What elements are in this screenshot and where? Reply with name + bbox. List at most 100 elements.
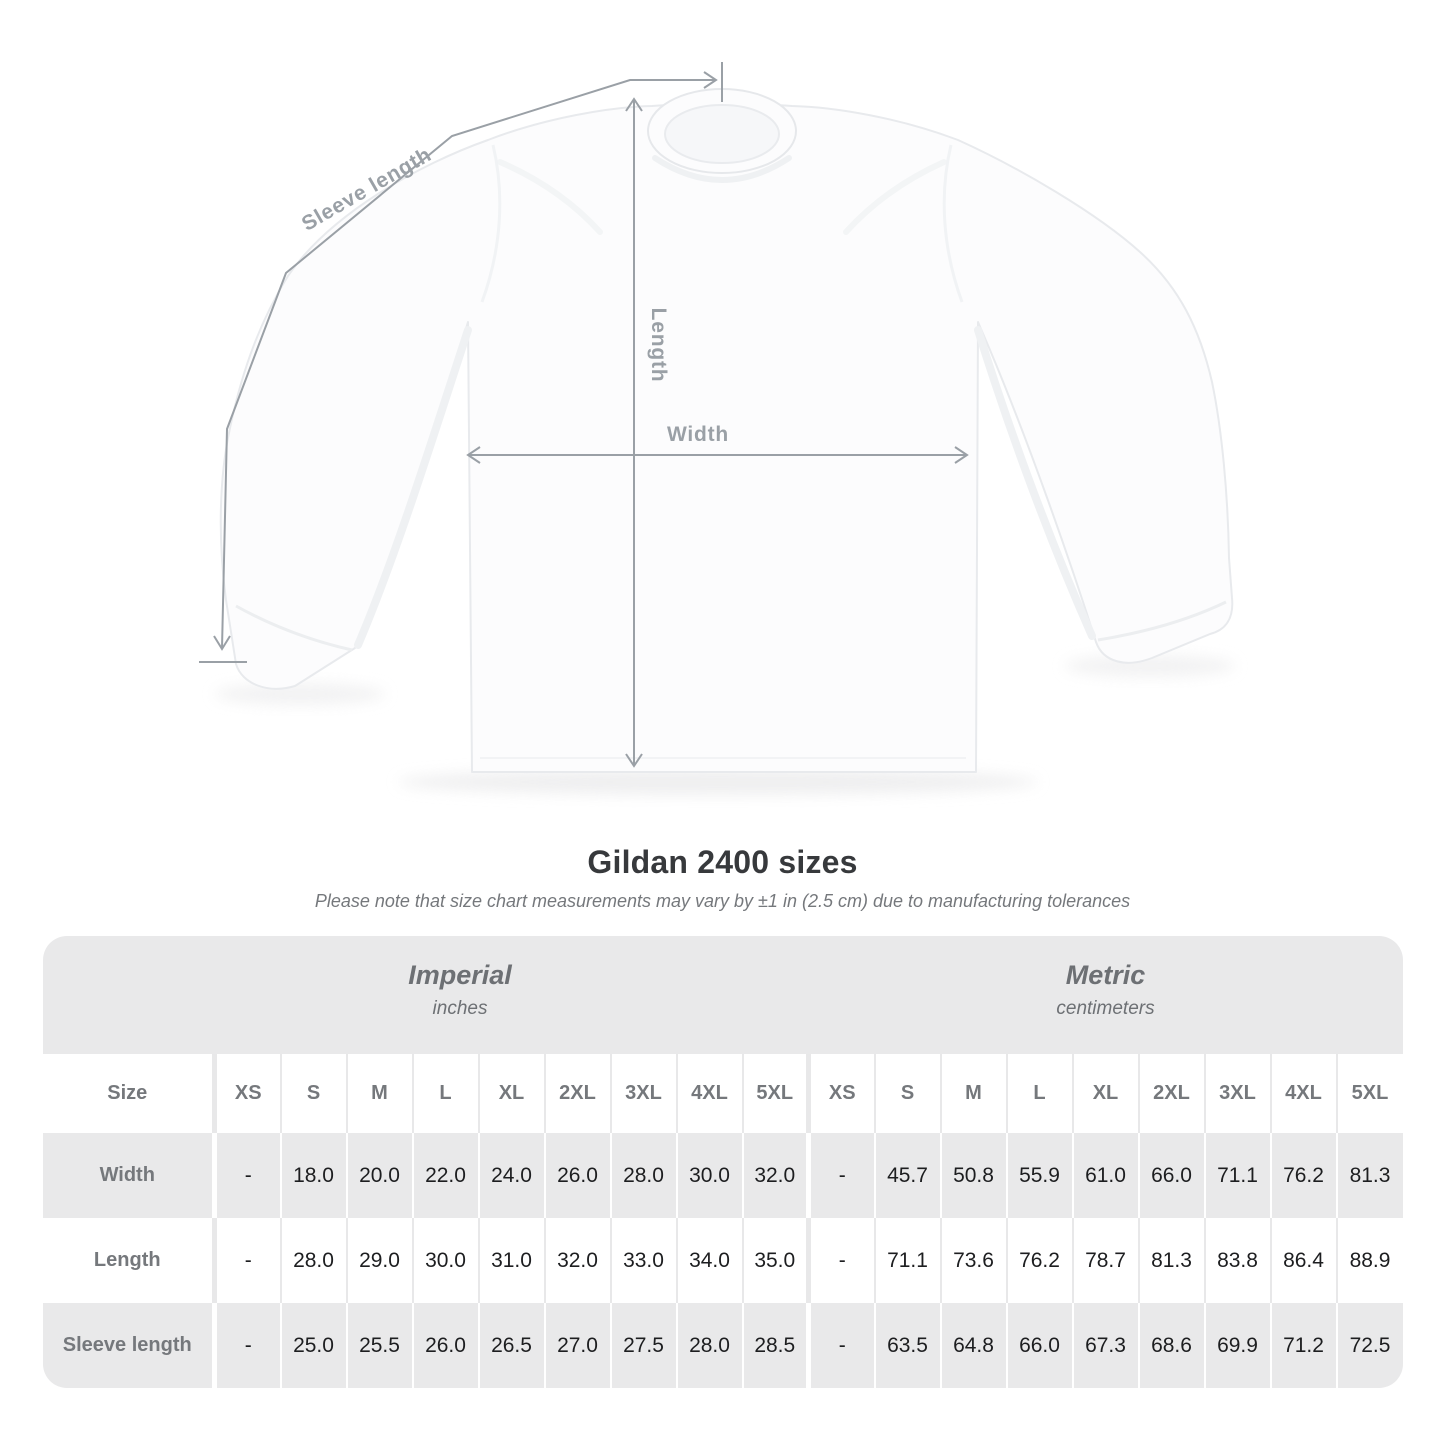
- value-cell: 76.2: [1005, 1218, 1073, 1303]
- metric-group-unit: centimeters: [1056, 998, 1155, 1019]
- unit-group-header-row: Imperial inches Metric centimeters: [42, 936, 1403, 1054]
- shirt-illustration: [219, 88, 1234, 773]
- value-cell: 35.0: [741, 1218, 809, 1303]
- value-cell: 81.3: [1335, 1133, 1403, 1218]
- value-cell: 64.8: [939, 1303, 1007, 1388]
- collar: [647, 88, 797, 183]
- value-cell: 45.7: [873, 1133, 941, 1218]
- imperial-group-unit: inches: [432, 998, 488, 1019]
- shirt-diagram-svg: Sleeve length Length Width: [199, 62, 1235, 795]
- value-cell: 72.5: [1335, 1303, 1403, 1388]
- size-header-cell: 5XL: [1335, 1054, 1403, 1133]
- value-cell: 22.0: [411, 1133, 479, 1218]
- sleeve-length-measure-line: [199, 62, 723, 663]
- value-cell: 26.0: [543, 1133, 611, 1218]
- value-cell: 69.9: [1203, 1303, 1271, 1388]
- value-cell: 66.0: [1005, 1303, 1073, 1388]
- size-header-cell: 4XL: [675, 1054, 743, 1133]
- length-measure-line: [625, 97, 643, 768]
- value-cell: 28.0: [675, 1303, 743, 1388]
- size-header-cell: M: [345, 1054, 413, 1133]
- shirt-measurement-diagram: Sleeve length Length Width: [199, 62, 1235, 795]
- value-cell: -: [806, 1218, 875, 1303]
- size-table: Imperial inches Metric centimeters Size …: [42, 936, 1403, 1388]
- size-header-cell: L: [1005, 1054, 1073, 1133]
- value-cell: 27.0: [543, 1303, 611, 1388]
- row-label: Length: [93, 1249, 161, 1271]
- value-cell: 88.9: [1335, 1218, 1403, 1303]
- size-header-cell: S: [873, 1054, 941, 1133]
- value-cell: 73.6: [939, 1218, 1007, 1303]
- size-header-cell: XL: [477, 1054, 545, 1133]
- size-header-cell: L: [411, 1054, 479, 1133]
- size-column-header: Size: [107, 1082, 148, 1104]
- value-cell: 28.5: [741, 1303, 809, 1388]
- metric-group-label: Metric: [1065, 960, 1146, 990]
- table-row-sleeve-length: Sleeve length - 25.0 25.5 26.0 26.5 27.0…: [42, 1303, 1403, 1388]
- value-cell: 18.0: [279, 1133, 347, 1218]
- value-cell: 61.0: [1071, 1133, 1139, 1218]
- value-cell: 29.0: [345, 1218, 413, 1303]
- size-header-cell: M: [939, 1054, 1007, 1133]
- value-cell: -: [212, 1133, 281, 1218]
- length-label: Length: [647, 308, 670, 383]
- size-header-cell: XS: [212, 1054, 281, 1133]
- value-cell: 86.4: [1269, 1218, 1337, 1303]
- value-cell: 30.0: [675, 1133, 743, 1218]
- size-header-cell: 2XL: [543, 1054, 611, 1133]
- value-cell: 76.2: [1269, 1133, 1337, 1218]
- value-cell: 81.3: [1137, 1218, 1205, 1303]
- value-cell: 83.8: [1203, 1218, 1271, 1303]
- size-header-cell: 5XL: [741, 1054, 809, 1133]
- value-cell: 25.0: [279, 1303, 347, 1388]
- value-cell: 24.0: [477, 1133, 545, 1218]
- title-block: Gildan 2400 sizes Please note that size …: [0, 844, 1445, 912]
- value-cell: 32.0: [543, 1218, 611, 1303]
- value-cell: 26.0: [411, 1303, 479, 1388]
- imperial-group-label: Imperial: [408, 960, 512, 990]
- value-cell: 27.5: [609, 1303, 677, 1388]
- value-cell: -: [806, 1133, 875, 1218]
- right-cuff-seam: [1097, 600, 1227, 642]
- value-cell: 33.0: [609, 1218, 677, 1303]
- shirt-shadow: [215, 655, 1235, 795]
- size-header-cell: 3XL: [1203, 1054, 1271, 1133]
- value-cell: 68.6: [1137, 1303, 1205, 1388]
- tolerance-note: Please note that size chart measurements…: [314, 891, 1131, 911]
- value-cell: -: [806, 1303, 875, 1388]
- width-label: Width: [667, 423, 729, 446]
- value-cell: 55.9: [1005, 1133, 1073, 1218]
- size-header-cell: 2XL: [1137, 1054, 1205, 1133]
- size-header-cell: 4XL: [1269, 1054, 1337, 1133]
- value-cell: 71.2: [1269, 1303, 1337, 1388]
- value-cell: 30.0: [411, 1218, 479, 1303]
- size-header-cell: XS: [806, 1054, 875, 1133]
- value-cell: 67.3: [1071, 1303, 1139, 1388]
- size-header-cell: 3XL: [609, 1054, 677, 1133]
- value-cell: 26.5: [477, 1303, 545, 1388]
- table-row-length: Length - 28.0 29.0 30.0 31.0 32.0 33.0 3…: [42, 1218, 1403, 1303]
- value-cell: -: [212, 1218, 281, 1303]
- value-cell: 71.1: [1203, 1133, 1271, 1218]
- value-cell: 71.1: [873, 1218, 941, 1303]
- value-cell: 32.0: [741, 1133, 809, 1218]
- left-cuff-seam: [235, 604, 353, 652]
- page-title: Gildan 2400 sizes: [587, 844, 858, 880]
- value-cell: -: [212, 1303, 281, 1388]
- value-cell: 34.0: [675, 1218, 743, 1303]
- value-cell: 31.0: [477, 1218, 545, 1303]
- size-header-cell: XL: [1071, 1054, 1139, 1133]
- imperial-group-header: Imperial inches: [43, 936, 809, 1054]
- measurement-lines: [199, 62, 969, 768]
- row-label: Sleeve length: [62, 1334, 192, 1356]
- value-cell: 66.0: [1137, 1133, 1205, 1218]
- value-cell: 78.7: [1071, 1218, 1139, 1303]
- value-cell: 28.0: [279, 1218, 347, 1303]
- size-header-cell: S: [279, 1054, 347, 1133]
- row-label: Width: [99, 1164, 155, 1186]
- value-cell: 25.5: [345, 1303, 413, 1388]
- width-measure-line: [466, 446, 969, 464]
- value-cell: 63.5: [873, 1303, 941, 1388]
- size-header-row: Size XS S M L XL 2XL 3XL 4XL 5XL XS S M …: [42, 1054, 1403, 1133]
- value-cell: 20.0: [345, 1133, 413, 1218]
